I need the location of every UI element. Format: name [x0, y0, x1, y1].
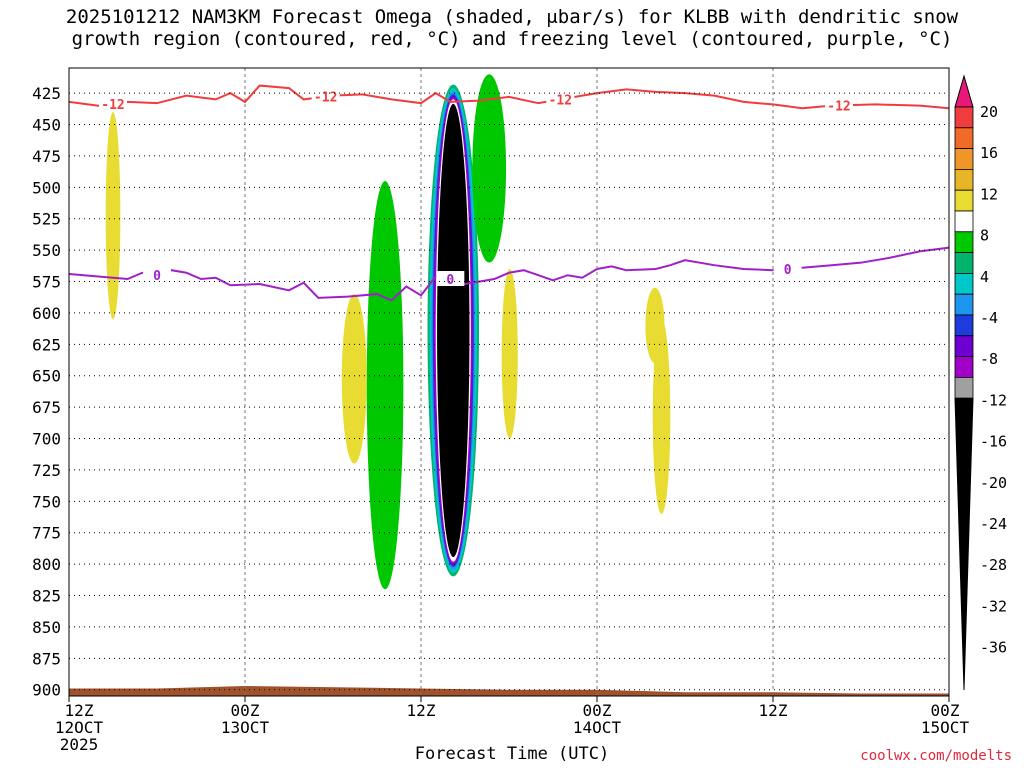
omega-region-2 [472, 74, 507, 263]
omega-core-0 [437, 103, 470, 558]
colorbar-bottom-triangle [954, 397, 974, 691]
omega-region-7 [501, 268, 518, 439]
x-tick-label-12-1: 13OCT [221, 718, 270, 737]
contour-label-0-0: 0 [153, 269, 161, 284]
colorbar-segment-4 [954, 168, 974, 191]
title-line-2: growth region (contoured, red, °C) and f… [71, 28, 953, 50]
y-tick-500: 500 [32, 178, 61, 197]
colorbar-label-13: -36 [980, 639, 1007, 657]
colorbar-label-0: 20 [980, 103, 998, 121]
contour-label--12-1: -12 [314, 91, 337, 106]
colorbar-label-9: -20 [980, 474, 1007, 492]
colorbar-segment-11 [954, 314, 974, 337]
omega-region-6 [652, 319, 671, 514]
plot-frame [68, 67, 950, 697]
colorbar-label-1: 16 [980, 144, 998, 162]
colorbar-segment-1 [954, 106, 974, 129]
colorbar-label-11: -28 [980, 556, 1007, 574]
y-tick-875: 875 [32, 649, 61, 668]
colorbar-segment-7 [954, 231, 974, 254]
omega-region-4 [341, 294, 367, 464]
y-tick-475: 475 [32, 147, 61, 166]
colorbar-segment-9 [954, 272, 974, 295]
y-tick-675: 675 [32, 398, 61, 417]
y-tick-650: 650 [32, 367, 61, 386]
x-tick-label-60-1: 15OCT [921, 718, 970, 737]
colorbar-segment-6 [954, 210, 974, 233]
y-tick-775: 775 [32, 524, 61, 543]
y-tick-900: 900 [32, 681, 61, 700]
contour-label--12-0: -12 [101, 98, 124, 113]
colorbar-segment-2 [954, 127, 974, 150]
y-tick-600: 600 [32, 304, 61, 323]
y-tick-800: 800 [32, 555, 61, 574]
x-axis-label: Forecast Time (UTC) [414, 744, 610, 764]
chart-title: 2025101212 NAM3KM Forecast Omega (shaded… [0, 6, 1024, 50]
y-tick-625: 625 [32, 335, 61, 354]
x-tick-label-0-2: 2025 [60, 735, 99, 754]
y-tick-750: 750 [32, 492, 61, 511]
colorbar-segment-12 [954, 335, 974, 357]
contour-label-bg-0-0 [143, 267, 171, 283]
y-tick-700: 700 [32, 430, 61, 449]
contour-label-bg--12-3 [825, 97, 853, 113]
contour-label-0-2: 0 [784, 263, 792, 278]
x-tick-label-24-0: 12Z [407, 701, 436, 720]
y-tick-825: 825 [32, 587, 61, 606]
y-tick-725: 725 [32, 461, 61, 480]
omega-region-1 [366, 181, 404, 590]
contour-label-bg-0-1 [436, 271, 465, 287]
x-tick-label-12-0: 00Z [231, 701, 260, 720]
contour-label-bg-0-2 [773, 260, 802, 276]
colorbar-label-5: -4 [980, 309, 998, 327]
colorbar-segment-8 [954, 252, 974, 274]
colorbar-label-4: 4 [980, 268, 989, 286]
y-tick-550: 550 [32, 241, 61, 260]
colorbar-label-3: 8 [980, 227, 989, 245]
colorbar-label-6: -8 [980, 350, 998, 368]
x-tick-label-0-1: 12OCT [55, 718, 104, 737]
colorbar-label-2: 12 [980, 185, 998, 203]
contour-label-bg--12-2 [546, 91, 575, 107]
contour-label-bg--12-0 [99, 95, 127, 111]
x-tick-label-60-0: 00Z [931, 701, 960, 720]
colorbar-segment-5 [954, 189, 974, 212]
colorbar-segment-3 [954, 148, 974, 170]
y-tick-525: 525 [32, 210, 61, 229]
x-tick-label-0-0: 12Z [65, 701, 94, 720]
colorbar-label-8: -16 [980, 433, 1007, 451]
colorbar-label-10: -24 [980, 515, 1007, 533]
contour-label--12-3: -12 [827, 99, 850, 114]
terrain-ground [69, 685, 949, 696]
x-tick-label-48-0: 12Z [759, 701, 788, 720]
y-tick-425: 425 [32, 84, 61, 103]
contour-label--12-2: -12 [549, 93, 572, 108]
contour-label-bg--12-1 [311, 88, 340, 104]
title-line-1: 2025101212 NAM3KM Forecast Omega (shaded… [65, 6, 959, 28]
x-tick-label-36-0: 00Z [583, 701, 612, 720]
colorbar-top-triangle [954, 74, 974, 108]
colorbar-segment-13 [954, 356, 974, 378]
omega-region-3 [105, 111, 121, 320]
colorbar-segment-10 [954, 293, 974, 316]
y-tick-450: 450 [32, 116, 61, 135]
contour-label-0-1: 0 [446, 273, 454, 288]
credit-text: coolwx.com/modelts [860, 748, 1012, 764]
y-tick-575: 575 [32, 273, 61, 292]
contour--12 [69, 84, 949, 110]
x-tick-label-36-1: 14OCT [573, 718, 622, 737]
y-tick-850: 850 [32, 618, 61, 637]
colorbar-segment-14 [954, 376, 974, 399]
colorbar-label-12: -32 [980, 597, 1007, 615]
colorbar-label-7: -12 [980, 391, 1007, 409]
